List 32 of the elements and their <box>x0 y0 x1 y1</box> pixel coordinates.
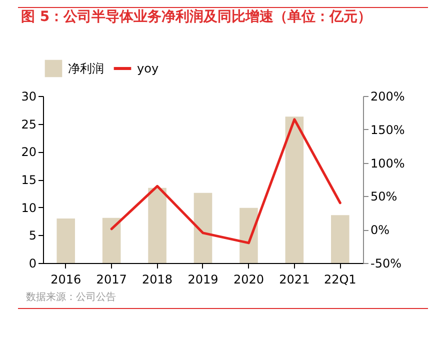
bar <box>102 218 121 263</box>
line-series <box>110 118 342 244</box>
y2-tick-label: -50% <box>370 256 402 270</box>
source-note: 数据来源：公司公告 <box>26 290 116 304</box>
legend-label: 净利润 <box>68 62 104 76</box>
y2-tick-label: 100% <box>370 156 405 170</box>
bar <box>331 215 350 263</box>
y2-tick-label: 50% <box>370 190 398 204</box>
legend-label: yoy <box>137 62 159 76</box>
bar <box>148 188 166 263</box>
x-tick-label: 2021 <box>279 272 310 286</box>
y-tick-label: 25 <box>21 117 36 132</box>
y-tick-label: 10 <box>21 200 36 215</box>
y-tick-label: 20 <box>21 145 36 160</box>
y2-tick-label: 200% <box>370 90 405 104</box>
y-tick-label: 5 <box>28 228 36 243</box>
bar <box>194 192 212 263</box>
y-tick-label: 0 <box>28 256 36 270</box>
x-tick-label: 2019 <box>188 272 218 286</box>
chart-title: 图 5：公司半导体业务净利润及同比增速（单位：亿元） <box>21 8 372 25</box>
y-tick-label: 15 <box>21 173 36 187</box>
y-tick-label: 30 <box>21 90 36 104</box>
bar <box>56 218 75 263</box>
x-tick-label: 2016 <box>50 272 82 286</box>
y2-tick-label: 150% <box>370 122 405 137</box>
x-tick-label: 2020 <box>233 272 264 286</box>
x-tick-label: 22Q1 <box>324 272 356 286</box>
x-tick-label: 2018 <box>142 272 173 286</box>
x-tick-label: 2017 <box>96 272 127 286</box>
bar <box>285 116 304 263</box>
bar <box>240 208 258 263</box>
y2-tick-label: 0% <box>370 223 390 238</box>
